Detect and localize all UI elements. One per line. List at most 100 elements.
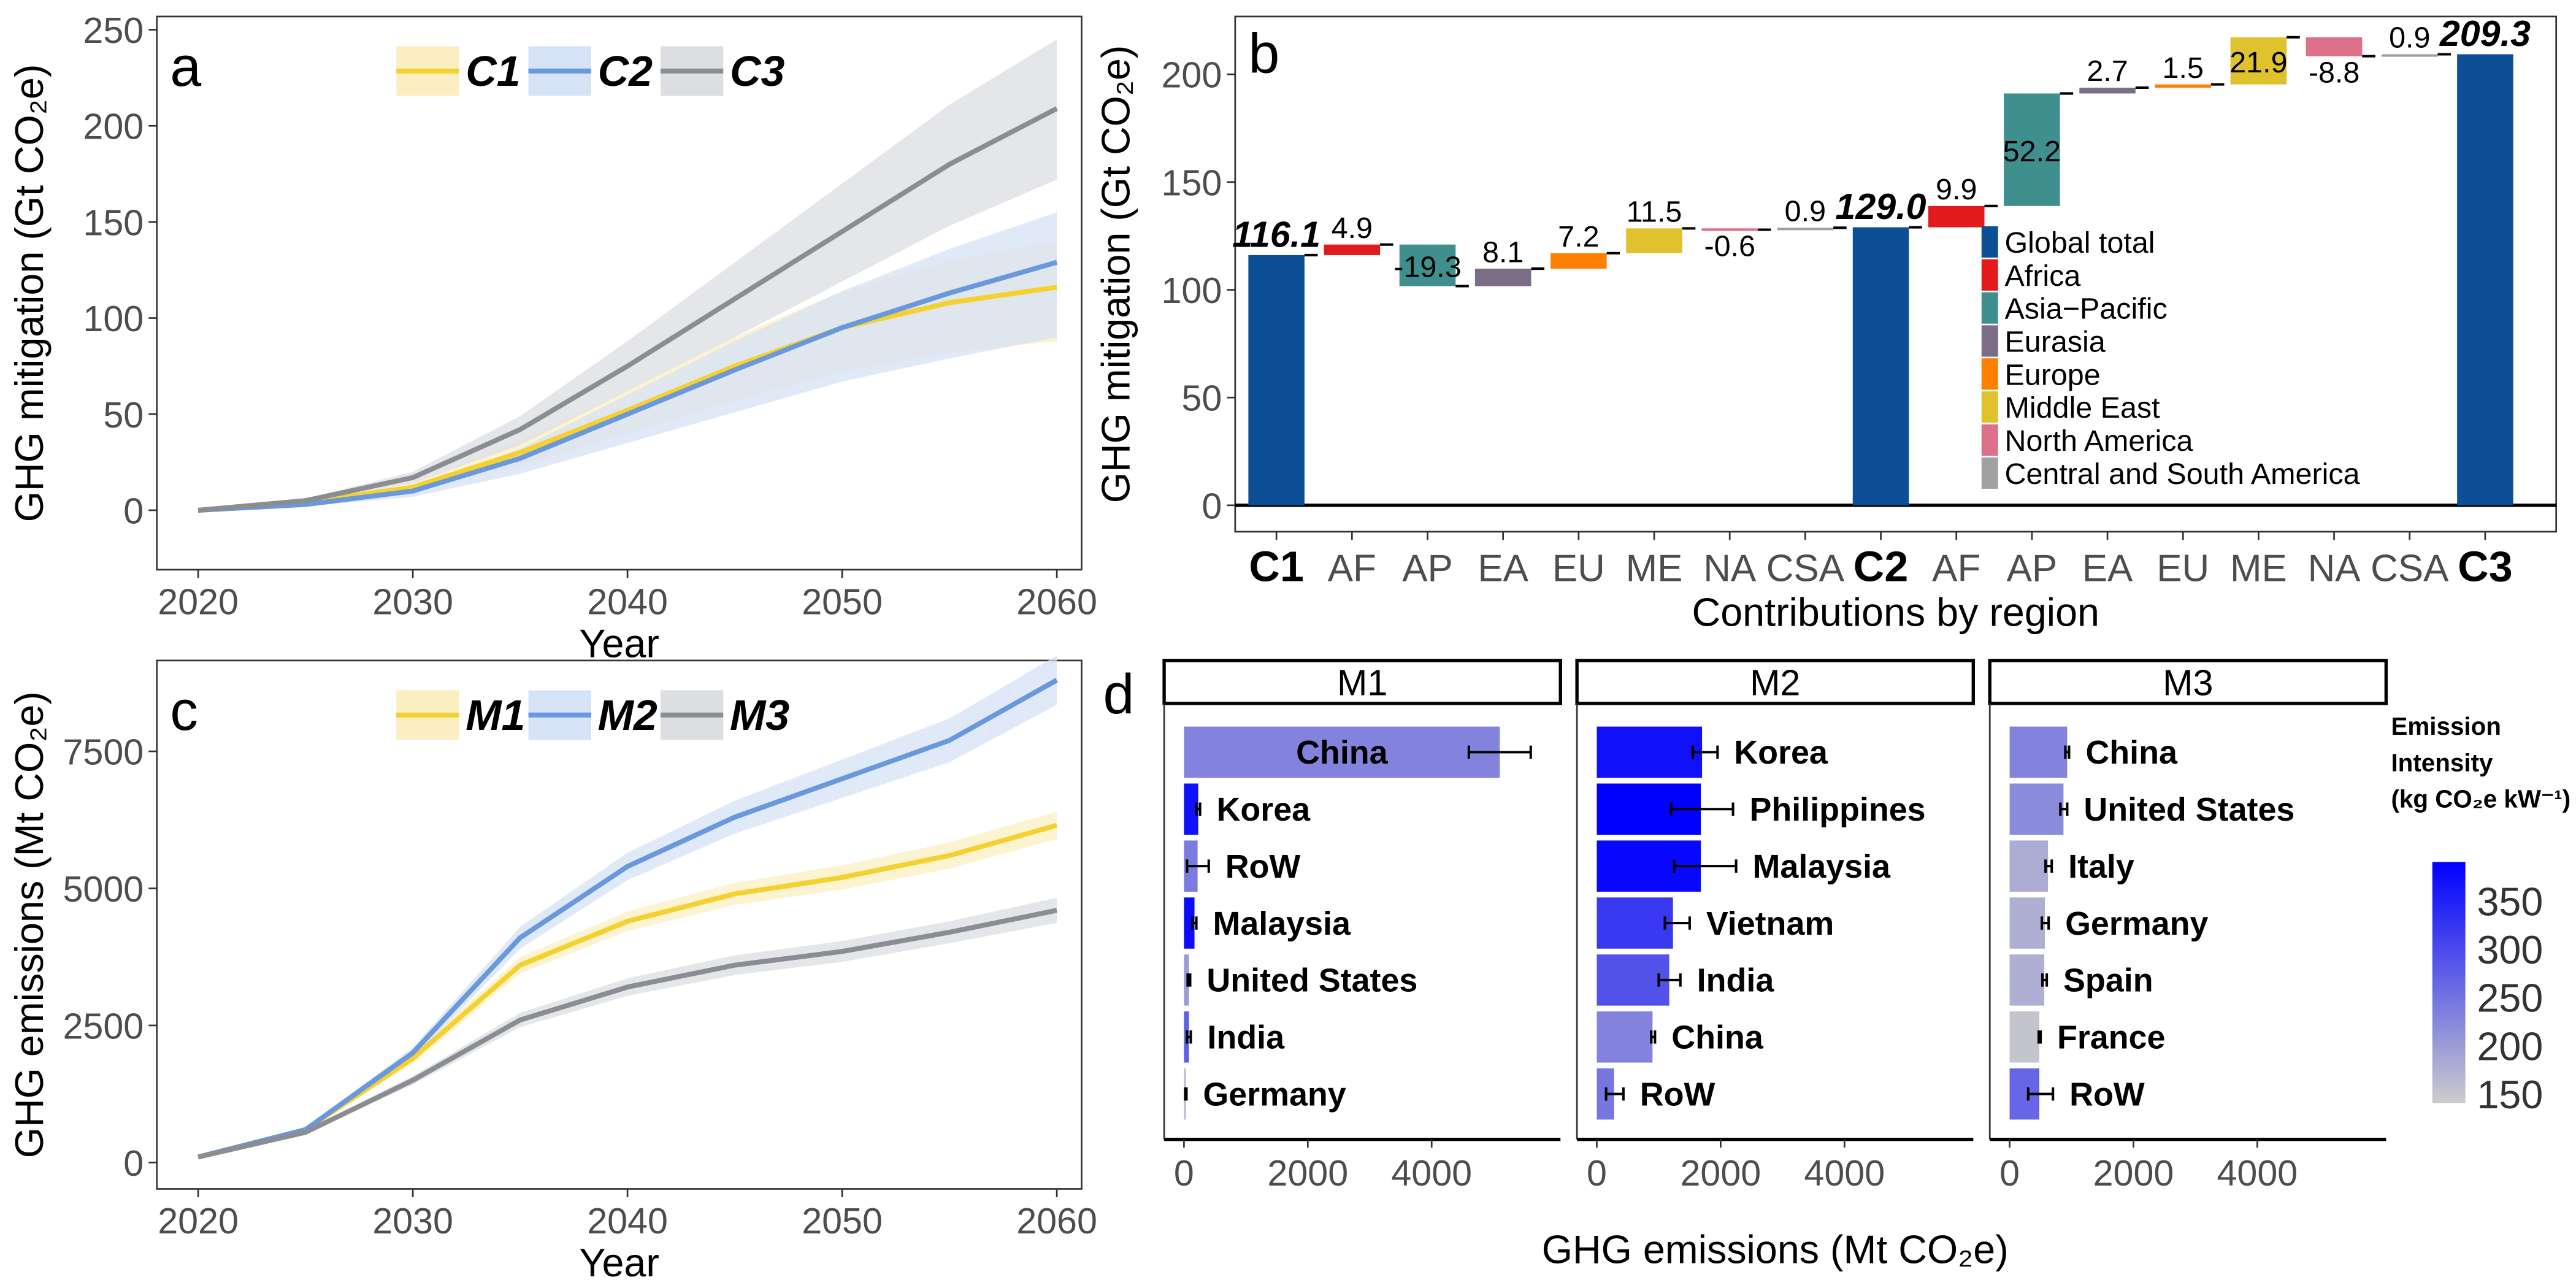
legend-label: Global total [2004,226,2155,259]
legend-item-M3: M3 [660,690,789,740]
x-tick-label: 2060 [1016,581,1097,623]
bar-ME [1626,228,1682,253]
colorbar-bar [2432,862,2466,1103]
bar-label: China [1296,734,1389,771]
bar-Korea [1597,726,1703,778]
x-tick-label: 2060 [1016,1200,1097,1241]
colorbar-tick-label: 200 [2477,1024,2543,1068]
bar-C2 [1852,227,1909,505]
legend-label: C1 [466,47,520,95]
legend-swatch-CSA [1981,457,1998,489]
value-label: 0.9 [1785,195,1826,228]
legend-label: Central and South America [2004,458,2359,491]
legend-swatch-total [1981,226,1998,258]
value-label: -0.6 [1704,230,1755,263]
bar-ME [2230,37,2287,85]
facet-title: M3 [2163,662,2213,703]
bar-AF [1324,244,1381,255]
legend-item-M2: M2 [528,690,657,740]
value-label: 1.5 [2163,52,2204,85]
facet-M3: M3 China United States Italy Germany Spain Fra… [1988,659,2388,1194]
facet-strip [1988,659,2388,705]
legend-item-M1: M1 [396,690,525,740]
facet-title: M1 [1337,662,1387,703]
colorbar-tick-label: 150 [2477,1073,2543,1117]
panel-c: 2020 2030 2040 2050 2060 0 2500 5000 7500 Year GHG… [7,655,1097,1285]
line-C3 [197,106,1058,513]
value-label: -8.8 [2309,56,2360,90]
panel-d: d M1 China Korea RoW Malaysia United States Ind… [1103,659,2570,1272]
bar-label: Philippines [1750,791,1926,828]
y-tick-label: 0 [1202,485,1222,526]
bar-Vietnam [1597,897,1673,949]
facet-strip [1575,659,1976,705]
bar-China [1184,726,1500,778]
y-tick-label: 100 [1161,270,1222,311]
bar-Germany [2009,897,2045,949]
line-C2 [197,259,1058,513]
bar-label: United States [1206,962,1417,999]
bar-United-States [2009,783,2064,835]
y-axis-title: GHG emissions (Mt CO₂e) [7,691,52,1158]
y-tick-label: 50 [103,394,144,435]
value-label: -19.3 [1393,250,1461,283]
colorbar-tick-label: 350 [2477,880,2543,924]
value-label: 9.9 [1936,173,1977,206]
facet-M1: M1 China Korea RoW Malaysia United States Indi… [1162,659,1562,1194]
bar-label: Malaysia [1753,848,1891,885]
bar-NA [2306,37,2363,56]
bar-label: Italy [2068,848,2134,885]
y-tick-label: 100 [83,298,144,339]
y-tick-label: 50 [1181,378,1222,419]
legend-item-C1: C1 [396,46,521,96]
x-tick-label: C3 [2458,543,2512,591]
x-tick-label: 2050 [802,1200,883,1241]
legend-swatch-ME [1981,391,1998,423]
value-label: 0.9 [2389,21,2430,55]
x-tick-label: 2040 [587,581,668,623]
bar-label: India [1207,1019,1285,1056]
bar-label: China [1671,1019,1764,1056]
y-tick-label: 200 [1161,55,1222,96]
x-tick-label: EA [2082,548,2133,590]
value-label: 7.2 [1558,220,1599,253]
legend-label: North America [2004,424,2193,458]
bar-label: Korea [1734,734,1828,771]
bar-C3 [2457,54,2513,505]
legend-label: Africa [2004,259,2080,293]
bar-C1 [1248,255,1305,505]
band-C2 [198,212,1057,510]
legend-item-C3: C3 [660,46,785,96]
x-tick-label: NA [2308,548,2361,590]
bar-label: RoW [2069,1076,2145,1113]
value-label: 129.0 [1835,186,1926,227]
legend-swatch-AP [1981,292,1998,324]
bar-AP [1399,244,1456,286]
x-tick-label: 0 [1587,1152,1607,1194]
bar-label: France [2057,1019,2166,1056]
colorbar-tick-label: 300 [2477,928,2543,972]
band-M1 [198,811,1057,1158]
x-axis-title: Year [579,622,659,666]
y-axis-title: GHG mitigation (Gt CO₂e) [1094,45,1138,504]
x-tick-label: 2020 [158,581,239,623]
y-tick-label: 0 [123,1143,144,1184]
x-axis-title: Contributions by region [1692,590,2099,634]
legend-label: M1 [466,691,525,739]
bar-China [2009,726,2068,778]
value-label: 11.5 [1627,196,1682,229]
x-tick-label: EU [2156,548,2209,590]
bar-AF [1928,205,1985,228]
x-tick-label: EA [1478,548,1528,590]
facet-M2: M2 Korea Philippines Malaysia Vietnam India Ch… [1575,659,1976,1194]
x-tick-label: 2040 [587,1200,668,1241]
facet-title: M2 [1750,662,1800,703]
legend-label: Asia−Pacific [2004,293,2167,326]
panel-label: d [1103,663,1134,726]
bar-label: Spain [2063,962,2153,999]
colorbar: Emission Intensity (kg CO₂e kW⁻¹) 150 200250… [2391,712,2570,1117]
x-tick-label: ME [1626,548,1683,590]
bar-label: RoW [1225,848,1301,885]
bar-label: China [2085,734,2178,771]
x-tick-label: 2000 [1267,1152,1348,1194]
